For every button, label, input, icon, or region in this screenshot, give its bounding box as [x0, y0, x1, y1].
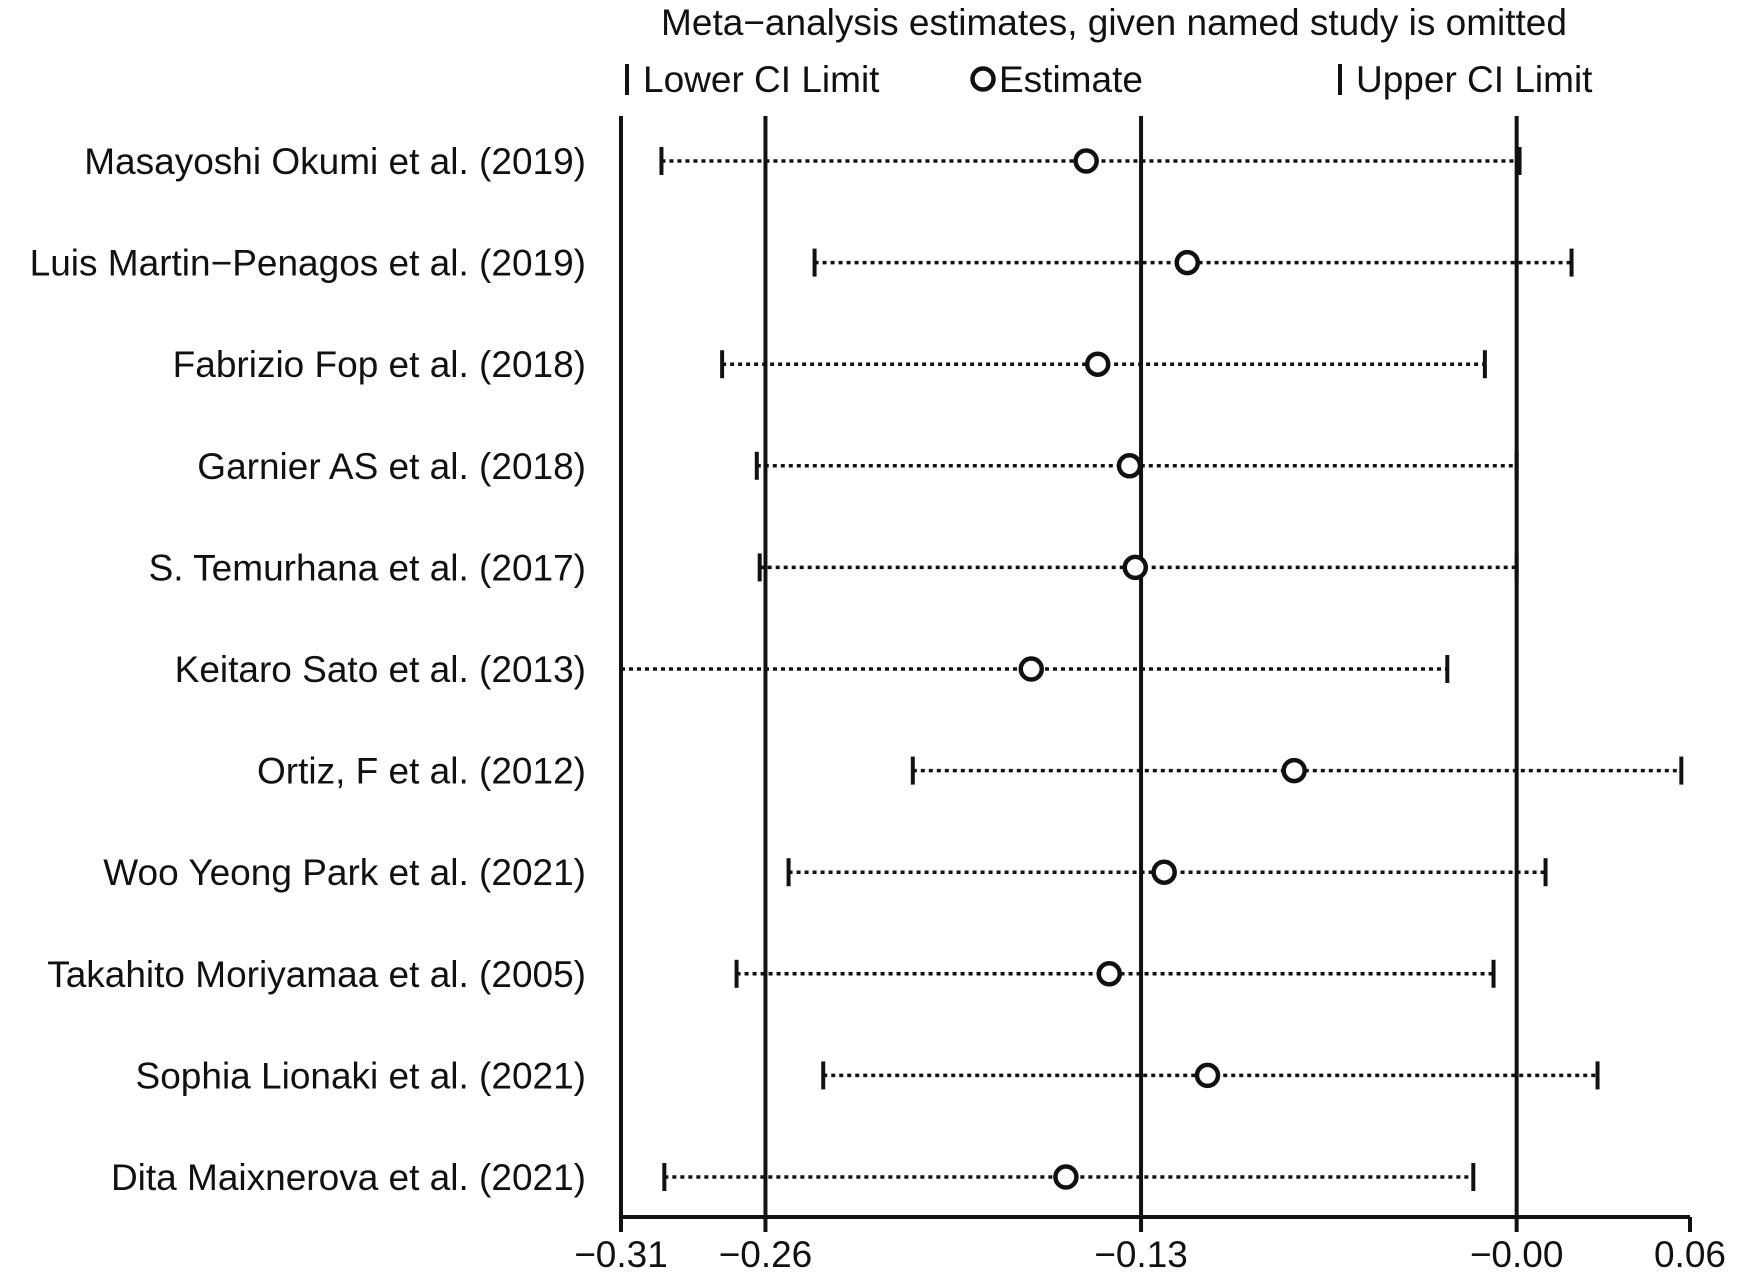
study-label: Masayoshi Okumi et al. (2019) — [84, 141, 586, 182]
legend-estimate-marker — [970, 66, 996, 92]
study-row — [786, 858, 1548, 887]
study-row — [910, 756, 1684, 785]
study-row — [659, 147, 1522, 175]
study-label: Sophia Lionaki et al. (2021) — [136, 1055, 586, 1096]
x-tick-label: −0.00 — [1470, 1234, 1564, 1275]
study-labels: Masayoshi Okumi et al. (2019) Luis Martin… — [30, 141, 586, 1198]
legend: Lower CI Limit Estimate Upper CI Limit — [625, 59, 1593, 100]
estimate-marker — [1018, 656, 1045, 682]
study-row — [812, 248, 1574, 277]
x-tick-label: −0.26 — [719, 1234, 813, 1275]
x-axis: −0.31 −0.26 −0.13 −0.00 0.06 — [574, 1215, 1726, 1275]
estimate-marker — [1073, 148, 1099, 174]
estimate-marker — [1053, 1164, 1079, 1190]
study-label: Dita Maixnerova et al. (2021) — [111, 1157, 586, 1198]
estimate-marker — [1116, 453, 1143, 479]
study-rows — [619, 147, 1684, 1191]
study-row — [821, 1061, 1600, 1090]
estimate-marker — [1096, 961, 1123, 987]
study-row — [734, 959, 1496, 988]
reference-lines — [619, 116, 1519, 1217]
study-row — [754, 451, 1519, 480]
study-row — [757, 553, 1519, 582]
x-tick-label: −0.13 — [1094, 1234, 1188, 1275]
estimate-marker — [1174, 249, 1201, 276]
x-tick-label: 0.06 — [1654, 1234, 1726, 1275]
estimate-marker — [1122, 554, 1149, 581]
legend-estimate-label: Estimate — [999, 59, 1143, 100]
study-row — [662, 1163, 1476, 1191]
study-label: Keitaro Sato et al. (2013) — [175, 649, 586, 690]
study-label: S. Temurhana et al. (2017) — [149, 547, 586, 588]
estimate-marker — [1281, 757, 1307, 784]
study-label: Luis Martin−Penagos et al. (2019) — [30, 243, 586, 284]
study-label: Takahito Moriyamaa et al. (2005) — [47, 954, 586, 995]
study-label: Fabrizio Fop et al. (2018) — [173, 344, 586, 385]
study-label: Garnier AS et al. (2018) — [197, 446, 586, 487]
legend-lower-label: Lower CI Limit — [643, 59, 880, 100]
estimate-marker — [1151, 859, 1177, 885]
study-label: Woo Yeong Park et al. (2021) — [103, 852, 586, 893]
estimate-marker — [1194, 1062, 1221, 1089]
study-row — [619, 655, 1450, 683]
legend-upper-label: Upper CI Limit — [1356, 59, 1593, 100]
chart-title: Meta−analysis estimates, given named stu… — [661, 2, 1567, 43]
x-tick-label: −0.31 — [574, 1234, 668, 1275]
study-row — [720, 350, 1487, 379]
estimate-marker — [1084, 351, 1111, 377]
study-label: Ortiz, F et al. (2012) — [257, 751, 586, 792]
